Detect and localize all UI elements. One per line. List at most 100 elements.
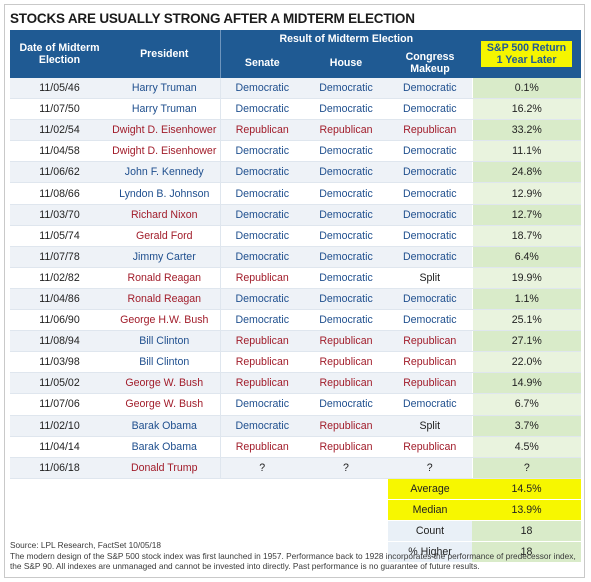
cell-date: 11/06/90 (10, 309, 109, 332)
cell-house: Democratic (304, 98, 388, 121)
cell-return: 24.8% (471, 161, 582, 184)
cell-return: 25.1% (471, 309, 582, 332)
table-row: 11/07/06 George W. Bush Democratic Democrat… (10, 393, 582, 416)
cell-president: Harry Truman (109, 78, 220, 100)
cell-congress: Republican (388, 330, 473, 353)
cell-senate: Democratic (219, 246, 304, 268)
cell-congress: Democratic (388, 161, 473, 184)
table-frame (4, 4, 585, 578)
cell-congress: Democratic (388, 78, 473, 100)
cell-president: George W. Bush (109, 393, 220, 416)
cell-congress: Republican (388, 351, 473, 374)
cell-congress: Democratic (388, 140, 473, 163)
header-house: House (304, 48, 388, 78)
cell-congress: Democratic (388, 182, 473, 205)
summary-row: Median 13.9% (10, 499, 582, 521)
table-row: 11/02/82 Ronald Reagan Republican Democrati… (10, 267, 582, 289)
cell-date: 11/02/82 (10, 267, 109, 289)
summary-label: Average (388, 478, 473, 500)
cell-house: Democratic (304, 267, 388, 289)
table-row: 11/03/70 Richard Nixon Democratic Democrati… (10, 204, 582, 226)
cell-return: 0.1% (471, 78, 582, 100)
cell-date: 11/04/86 (10, 288, 109, 311)
cell-house: Democratic (304, 78, 388, 100)
summary-label: % Higher (388, 541, 473, 564)
cell-return: 14.9% (471, 372, 582, 395)
cell-return: 12.9% (471, 182, 582, 205)
midterm-election-table: Date of Midterm Election President Resul… (10, 30, 582, 564)
cell-president: John F. Kennedy (109, 161, 220, 184)
cell-congress: Democratic (388, 225, 473, 247)
cell-senate: Democratic (219, 161, 304, 184)
summary-spacer (10, 520, 388, 542)
cell-president: Barak Obama (109, 436, 220, 458)
cell-senate: Republican (219, 330, 304, 353)
cell-congress: Democratic (388, 204, 473, 226)
cell-president: Lyndon B. Johnson (109, 182, 220, 205)
cell-senate: Republican (219, 372, 304, 395)
summary-value: 18 (472, 541, 582, 564)
table-row: 11/04/14 Barak Obama Republican Republican R… (10, 436, 582, 458)
cell-president: George W. Bush (109, 372, 220, 395)
cell-congress: Democratic (388, 98, 473, 121)
cell-house: Republican (304, 351, 388, 374)
table-body: 11/05/46 Harry Truman Democratic Democratic… (10, 78, 582, 564)
cell-house: Democratic (304, 161, 388, 184)
cell-president: Donald Trump (109, 457, 220, 479)
cell-president: Bill Clinton (109, 351, 220, 374)
cell-president: Jimmy Carter (109, 246, 220, 268)
cell-return: 1.1% (471, 288, 582, 311)
summary-spacer (10, 499, 388, 521)
table-row: 11/05/74 Gerald Ford Democratic Democratic D… (10, 225, 582, 247)
cell-return: 16.2% (471, 98, 582, 121)
table-row: 11/05/02 George W. Bush Republican Republic… (10, 372, 582, 395)
header-date: Date of Midterm Election (10, 30, 109, 78)
table-row: 11/08/94 Bill Clinton Republican Republican… (10, 330, 582, 353)
summary-label: Median (388, 499, 473, 521)
table-row: 11/07/50 Harry Truman Democratic Democratic… (10, 98, 582, 121)
cell-congress: ? (388, 457, 473, 479)
table-row: 11/08/66 Lyndon B. Johnson Democratic Democ… (10, 182, 582, 205)
cell-senate: Republican (219, 267, 304, 289)
cell-congress: Republican (388, 436, 473, 458)
cell-president: Ronald Reagan (109, 267, 220, 289)
cell-date: 11/04/58 (10, 140, 109, 163)
header-result-group: Result of Midterm Election (219, 30, 473, 48)
cell-house: Democratic (304, 309, 388, 332)
cell-date: 11/06/18 (10, 457, 109, 479)
cell-senate: Democratic (219, 204, 304, 226)
cell-date: 11/02/10 (10, 415, 109, 437)
cell-president: Richard Nixon (109, 204, 220, 226)
cell-house: Democratic (304, 246, 388, 268)
cell-date: 11/02/54 (10, 119, 109, 142)
cell-return: 27.1% (471, 330, 582, 353)
cell-return: ? (471, 457, 582, 479)
header-senate: Senate (219, 48, 304, 78)
source-note: Source: LPL Research, FactSet 10/05/18 (10, 540, 161, 550)
cell-date: 11/03/70 (10, 204, 109, 226)
cell-senate: Republican (219, 119, 304, 142)
cell-senate: Democratic (219, 78, 304, 100)
cell-senate: Democratic (219, 288, 304, 311)
cell-date: 11/08/66 (10, 182, 109, 205)
cell-congress: Democratic (388, 393, 473, 416)
cell-house: Democratic (304, 204, 388, 226)
header-return: S&P 500 Return 1 Year Later (472, 30, 582, 78)
cell-date: 11/07/78 (10, 246, 109, 268)
cell-president: Harry Truman (109, 98, 220, 121)
footer: Source: LPL Research, FactSet 10/05/18 T… (10, 540, 581, 571)
header-return-line2: 1 Year Later (496, 54, 557, 66)
header-president: President (109, 30, 220, 78)
summary-spacer (10, 478, 388, 500)
cell-congress: Democratic (388, 288, 473, 311)
cell-president: Ronald Reagan (109, 288, 220, 311)
cell-house: Republican (304, 415, 388, 437)
cell-house: Democratic (304, 225, 388, 247)
cell-house: Republican (304, 119, 388, 142)
cell-president: Dwight D. Eisenhower (109, 119, 220, 142)
table-row: 11/04/86 Ronald Reagan Democratic Democrati… (10, 288, 582, 311)
cell-congress: Democratic (388, 309, 473, 332)
table-row: 11/06/62 John F. Kennedy Democratic Democra… (10, 161, 582, 184)
cell-senate: Democratic (219, 225, 304, 247)
cell-return: 18.7% (471, 225, 582, 247)
